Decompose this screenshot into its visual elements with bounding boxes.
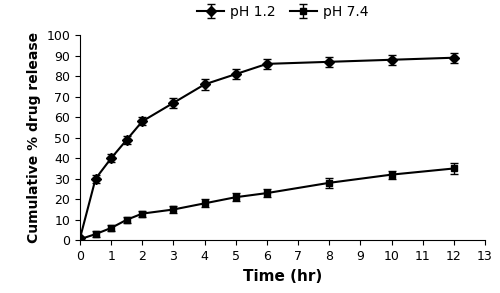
Y-axis label: Cumulative % drug release: Cumulative % drug release (27, 32, 41, 243)
Legend: pH 1.2, pH 7.4: pH 1.2, pH 7.4 (196, 5, 368, 19)
X-axis label: Time (hr): Time (hr) (243, 269, 322, 284)
